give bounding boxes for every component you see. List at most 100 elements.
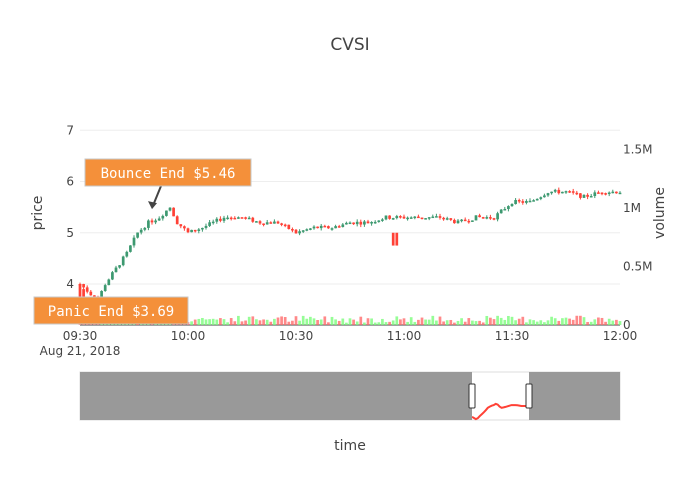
- volume-bar: [359, 316, 363, 325]
- volume-bar: [305, 318, 309, 325]
- candle-body: [460, 219, 463, 222]
- range-slider[interactable]: [79, 371, 621, 421]
- range-slider-handle-left[interactable]: [468, 383, 476, 409]
- candle-body: [118, 265, 121, 268]
- volume-bar: [226, 322, 229, 325]
- candle-body: [431, 216, 435, 219]
- price-tick-label: 5: [66, 226, 74, 240]
- candle-body: [312, 226, 316, 229]
- candle-body: [525, 200, 528, 203]
- volume-bar: [535, 321, 539, 325]
- candle-body: [337, 226, 341, 228]
- range-slider-handle-right[interactable]: [525, 383, 533, 409]
- candle-body: [222, 217, 226, 221]
- candle-body: [319, 225, 323, 229]
- range-slider-mask-left: [80, 372, 472, 420]
- volume-bar: [287, 321, 291, 325]
- volume-bar: [449, 319, 453, 325]
- volume-bar: [193, 319, 197, 325]
- candle-body: [420, 217, 424, 220]
- candle-body: [280, 223, 283, 225]
- volume-bar: [424, 319, 427, 325]
- candle-body: [327, 226, 330, 229]
- volume-bar: [219, 318, 222, 325]
- volume-bar: [201, 318, 204, 325]
- volume-bar: [341, 318, 345, 325]
- candle-body: [190, 229, 193, 233]
- candle-body: [503, 208, 507, 211]
- volume-tick-label: 1M: [623, 201, 641, 215]
- candle-body: [309, 228, 312, 230]
- volume-bar: [445, 320, 449, 325]
- volume-bar: [517, 318, 521, 325]
- volume-bar: [316, 320, 319, 325]
- time-tick-label: 10:30: [279, 329, 314, 343]
- y2-axis-label: volume: [652, 187, 668, 239]
- candle-body: [499, 209, 503, 214]
- candle-body: [265, 222, 269, 225]
- volume-bar: [222, 319, 226, 325]
- volume-bar: [215, 319, 219, 325]
- x-date-label: Aug 21, 2018: [40, 344, 121, 358]
- volume-bar: [489, 317, 492, 325]
- candle-body: [305, 229, 309, 231]
- volume-tick-label: 1.5M: [623, 142, 652, 156]
- candle-body: [147, 220, 150, 228]
- candle-body: [568, 191, 571, 193]
- candle-body: [474, 215, 478, 221]
- chart-title: CVSI: [330, 35, 369, 55]
- candle-body: [269, 222, 273, 224]
- candle-body: [298, 231, 301, 234]
- candle-body: [240, 217, 244, 219]
- volume-bar: [539, 320, 543, 325]
- volume-bar: [244, 320, 247, 325]
- candle-body: [233, 217, 237, 220]
- candle-body: [489, 217, 492, 219]
- volume-bar: [575, 315, 579, 325]
- candle-body: [85, 287, 89, 292]
- candle-body: [208, 222, 211, 226]
- volume-bar: [618, 321, 622, 325]
- candle-body: [345, 222, 348, 225]
- volume-bar: [373, 322, 377, 325]
- candle-body: [262, 223, 265, 226]
- candle-body: [528, 200, 532, 203]
- volume-bar: [291, 320, 294, 325]
- volume-bar: [485, 315, 489, 325]
- candle-body: [471, 220, 474, 222]
- candle-body: [550, 191, 553, 194]
- volume-bar: [363, 322, 366, 325]
- candle-body: [582, 194, 586, 198]
- candle-body: [129, 245, 132, 252]
- candle-body: [334, 226, 337, 229]
- candle-body: [143, 227, 147, 230]
- volume-bar: [312, 318, 316, 325]
- candle-body: [121, 256, 125, 266]
- candle-body: [215, 218, 219, 222]
- candle-body: [291, 229, 294, 231]
- volume-bar: [417, 319, 420, 325]
- candle-body: [179, 224, 183, 227]
- volume-bar: [438, 316, 442, 325]
- volume-bar: [607, 318, 611, 325]
- annotation-panic: Panic End $3.69: [33, 296, 189, 325]
- volume-bar: [204, 319, 208, 325]
- volume-bar: [395, 316, 399, 325]
- annotation-text: Panic End $3.69: [48, 304, 174, 320]
- volume-bar: [615, 319, 618, 325]
- candle-body: [424, 218, 427, 220]
- volume-tick-label: 0.5M: [623, 259, 652, 273]
- volume-bar: [233, 321, 237, 325]
- candle-body: [438, 216, 442, 218]
- volume-bar: [388, 321, 391, 325]
- annotation-arrow: [153, 185, 162, 204]
- candles: [78, 187, 622, 325]
- volume-bar: [409, 317, 413, 325]
- volume-bar: [597, 317, 600, 325]
- volume-bar: [240, 321, 244, 325]
- volume-bar: [550, 316, 553, 325]
- volume-bar: [190, 321, 193, 325]
- candle-body: [157, 218, 161, 221]
- candle-body: [485, 217, 489, 219]
- volume-bar: [431, 315, 435, 325]
